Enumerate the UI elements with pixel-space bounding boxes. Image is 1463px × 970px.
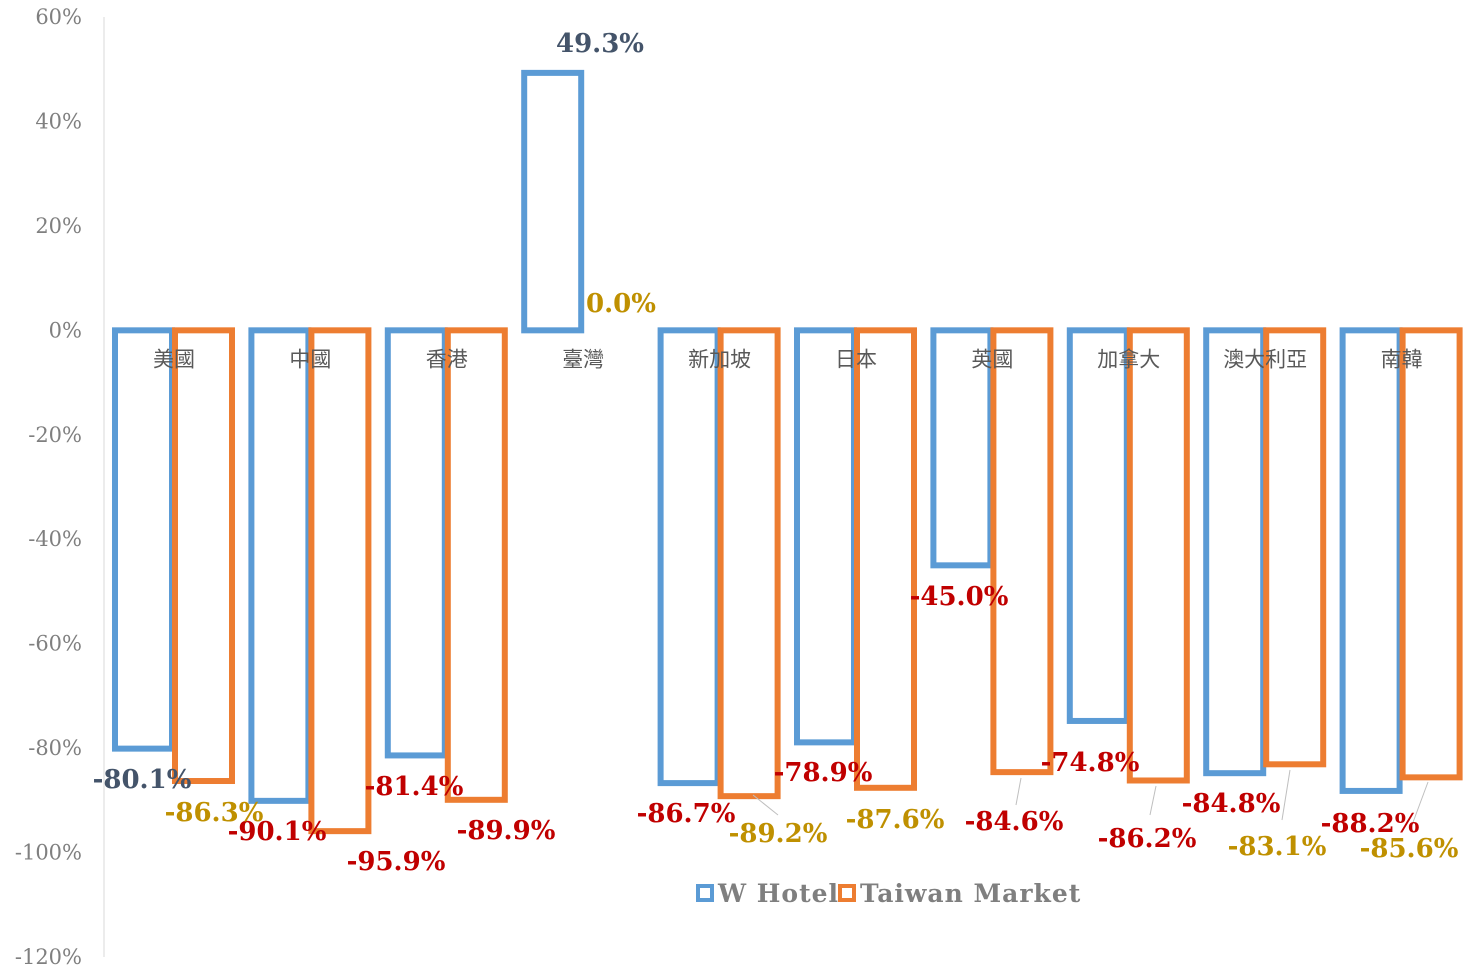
category-label: 英國	[971, 347, 1013, 371]
y-tick-label: -120%	[15, 945, 82, 969]
leader-lines	[752, 769, 1429, 826]
y-tick-label: 60%	[35, 5, 82, 29]
legend-label: Taiwan Market	[860, 879, 1081, 908]
category-label: 日本	[835, 347, 877, 371]
leader-line	[1149, 785, 1157, 816]
bar-w-hotel	[794, 327, 857, 746]
data-label: -89.9%	[457, 816, 556, 846]
y-tick-label: -80%	[28, 736, 82, 760]
bar-taiwan-market	[990, 327, 1054, 776]
leader-line	[1281, 769, 1291, 821]
data-label: -86.7%	[637, 799, 736, 829]
bar-taiwan-market	[1126, 327, 1190, 784]
legend-swatch	[838, 884, 856, 902]
bar-taiwan-market	[308, 327, 372, 835]
leader-line	[1015, 777, 1022, 806]
y-tick-label: -100%	[15, 841, 82, 865]
data-label: 0.0%	[586, 289, 656, 319]
bar-w-hotel	[657, 327, 721, 787]
category-label: 臺灣	[562, 347, 604, 371]
category-label: 美國	[153, 347, 195, 371]
data-label: -45.0%	[910, 582, 1009, 612]
data-label: -81.4%	[365, 772, 464, 802]
category-label: 澳大利亞	[1223, 347, 1307, 371]
data-label: -88.2%	[1321, 809, 1420, 839]
y-tick-label: -20%	[28, 423, 82, 447]
bar-w-hotel	[521, 69, 585, 334]
y-tick-label: -60%	[28, 632, 82, 656]
bar-taiwan-market	[854, 327, 917, 791]
data-label: -87.6%	[846, 805, 945, 835]
bar-taiwan-market	[1399, 327, 1463, 781]
y-tick-label: 40%	[35, 109, 82, 133]
data-label: 49.3%	[556, 29, 644, 59]
y-axis: 60% 40% 20% 0% -20% -40% -60% -80% -100% -120%	[15, 5, 105, 969]
leader-line	[752, 794, 779, 816]
y-tick-label: 20%	[35, 214, 82, 238]
leader-line	[1411, 781, 1429, 826]
category-label: 加拿大	[1097, 347, 1160, 371]
category-labels: 美國 中國 香港 臺灣 新加坡 日本 英國 加拿大 澳大利亞 南韓	[153, 347, 1423, 371]
legend: W Hotel Taiwan Market	[696, 879, 1081, 908]
bar-w-hotel	[248, 327, 312, 804]
data-label: -78.9%	[774, 758, 873, 788]
data-label: -86.2%	[1098, 824, 1197, 854]
category-label: 南韓	[1381, 347, 1423, 371]
bars	[112, 69, 1463, 835]
data-label: -90.1%	[228, 817, 327, 847]
bar-taiwan-market	[444, 327, 508, 803]
bar-w-hotel	[1066, 327, 1130, 724]
data-label: -85.6%	[1360, 834, 1459, 864]
data-label: -83.1%	[1228, 832, 1327, 862]
y-tick-label: 0%	[49, 318, 82, 342]
category-label: 中國	[289, 347, 331, 371]
bar-w-hotel	[112, 327, 175, 752]
category-label: 香港	[426, 347, 468, 371]
data-label: -95.9%	[347, 847, 446, 877]
data-labels: -80.1% -90.1% -81.4% 49.3% -86.7% -78.9% -45.0…	[93, 29, 1459, 877]
data-label: -74.8%	[1041, 748, 1140, 778]
bar-taiwan-market	[717, 327, 781, 800]
y-tick-label: -40%	[28, 527, 82, 551]
data-label: -86.3%	[165, 798, 264, 828]
data-label: -84.8%	[1182, 789, 1281, 819]
category-label: 新加坡	[688, 347, 751, 371]
bar-w-hotel	[1339, 327, 1403, 794]
data-label: -89.2%	[729, 819, 828, 849]
bar-w-hotel	[1203, 327, 1267, 777]
bar-taiwan-market	[1263, 327, 1327, 768]
data-label: -80.1%	[93, 765, 192, 795]
data-label: -84.6%	[965, 807, 1064, 837]
legend-swatch	[696, 884, 714, 902]
bar-w-hotel	[384, 327, 448, 759]
bar-taiwan-market	[172, 327, 235, 785]
legend-label: W Hotel	[717, 879, 839, 908]
